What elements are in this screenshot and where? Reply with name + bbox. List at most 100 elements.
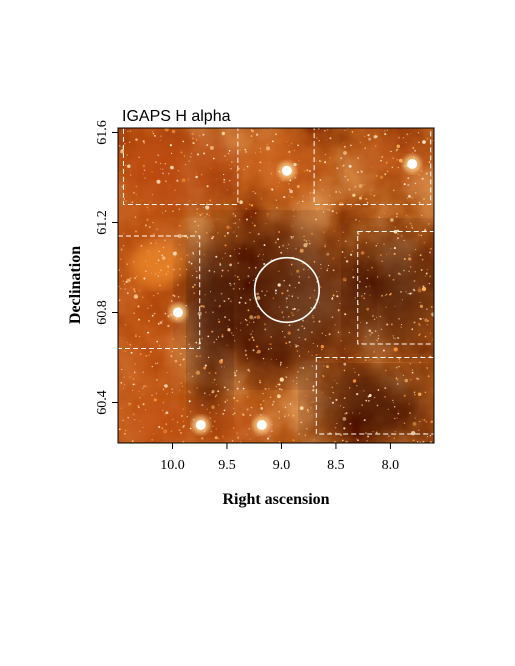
star — [153, 398, 157, 402]
star — [396, 383, 399, 385]
star — [127, 416, 130, 419]
bright-source — [256, 420, 267, 430]
star — [316, 345, 319, 347]
star — [431, 338, 433, 340]
star — [279, 153, 281, 155]
star — [220, 292, 223, 295]
star — [171, 129, 176, 134]
star — [154, 362, 157, 365]
star — [132, 378, 135, 381]
star — [342, 277, 347, 282]
star — [298, 281, 300, 284]
star — [195, 355, 198, 358]
star — [365, 322, 368, 324]
star — [238, 167, 241, 170]
star — [276, 359, 277, 360]
star — [247, 309, 250, 312]
star — [411, 227, 414, 229]
star — [373, 194, 376, 197]
star — [192, 137, 194, 140]
star — [425, 172, 428, 175]
star — [298, 159, 300, 162]
star — [233, 397, 235, 399]
star — [296, 269, 300, 273]
target-circle — [253, 256, 320, 324]
star — [128, 404, 130, 406]
star — [219, 262, 221, 265]
star — [131, 440, 134, 443]
star — [259, 379, 261, 382]
star — [259, 381, 262, 384]
star — [204, 294, 206, 296]
star — [161, 427, 164, 430]
star — [375, 316, 378, 318]
star — [179, 389, 181, 391]
star — [178, 208, 180, 210]
plot-frame — [117, 127, 435, 444]
star — [357, 157, 359, 159]
star — [365, 335, 367, 337]
star — [195, 231, 197, 233]
star — [234, 275, 236, 277]
star — [366, 307, 370, 311]
star — [349, 422, 352, 425]
star — [271, 430, 273, 433]
star — [130, 174, 132, 176]
star — [301, 325, 304, 328]
star — [188, 200, 190, 202]
star — [246, 434, 248, 436]
star — [232, 212, 235, 215]
star — [309, 243, 311, 245]
star — [385, 293, 388, 296]
star — [427, 375, 430, 378]
star — [223, 234, 226, 237]
star — [419, 318, 422, 320]
star — [186, 254, 189, 256]
star — [311, 414, 313, 416]
star — [282, 316, 285, 318]
star — [264, 328, 267, 331]
star — [357, 439, 359, 442]
star — [229, 282, 231, 285]
star — [268, 162, 270, 164]
star — [249, 321, 251, 323]
star — [164, 128, 169, 132]
star — [321, 392, 323, 394]
star — [126, 292, 129, 295]
star — [253, 318, 255, 320]
star — [228, 128, 230, 130]
star — [426, 308, 428, 310]
star — [390, 292, 392, 295]
star — [400, 326, 403, 329]
star — [313, 320, 315, 323]
star — [162, 172, 164, 175]
star — [404, 378, 409, 383]
star — [284, 413, 286, 416]
star — [246, 357, 249, 360]
star — [395, 150, 397, 152]
star — [279, 363, 282, 366]
star — [358, 184, 363, 188]
star — [137, 404, 139, 407]
star — [129, 376, 131, 378]
star — [303, 195, 304, 197]
star — [341, 252, 343, 254]
star — [162, 168, 164, 170]
star — [275, 133, 277, 136]
star — [225, 409, 227, 411]
star — [376, 404, 379, 407]
star — [152, 132, 155, 135]
star — [392, 399, 394, 402]
star — [306, 409, 309, 411]
star — [293, 163, 297, 167]
star — [220, 359, 223, 361]
star — [215, 178, 217, 180]
star — [293, 307, 296, 310]
star — [374, 145, 377, 147]
star — [395, 366, 398, 369]
star — [120, 407, 122, 410]
star — [335, 191, 337, 193]
star — [374, 396, 376, 399]
star — [237, 436, 240, 439]
star — [224, 155, 227, 158]
